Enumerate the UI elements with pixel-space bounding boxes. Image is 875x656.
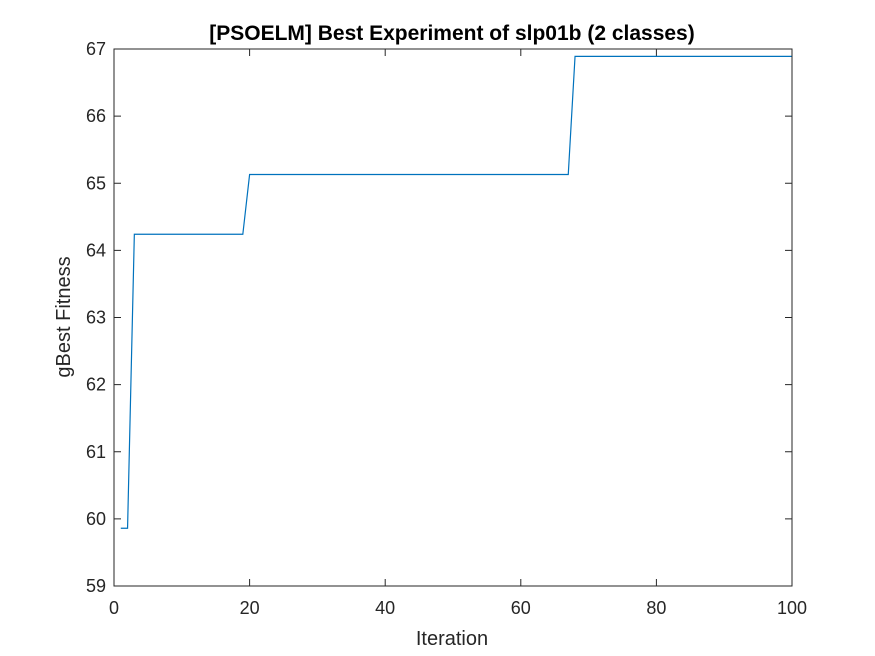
y-tick-label: 65	[86, 173, 106, 193]
chart-title: [PSOELM] Best Experiment of slp01b (2 cl…	[209, 22, 694, 45]
series-layer	[120, 55, 792, 529]
y-tick-label: 66	[86, 106, 106, 126]
x-tick-label: 80	[646, 598, 666, 618]
y-axis-label: gBest Fitness	[53, 256, 75, 377]
x-tick-label: 60	[511, 598, 531, 618]
x-axis-ticks: 0 20 40 60 80 100	[109, 49, 807, 618]
y-tick-label: 67	[86, 39, 106, 59]
x-tick-label: 0	[109, 598, 119, 618]
x-tick-label: 20	[240, 598, 260, 618]
axes-box	[113, 48, 793, 587]
x-tick-label: 40	[375, 598, 395, 618]
y-tick-label: 60	[86, 509, 106, 529]
x-tick-label: 100	[777, 598, 807, 618]
y-tick-label: 63	[86, 308, 106, 328]
plot-area	[114, 49, 792, 586]
x-axis-label: Iteration	[416, 628, 488, 650]
series-line	[120, 55, 792, 529]
y-tick-label: 59	[86, 576, 106, 596]
y-tick-label: 62	[86, 375, 106, 395]
y-axis-ticks: 59 60 61 62 63 64 65 66 67	[86, 39, 792, 596]
y-tick-label: 64	[86, 240, 106, 260]
y-tick-label: 61	[86, 442, 106, 462]
